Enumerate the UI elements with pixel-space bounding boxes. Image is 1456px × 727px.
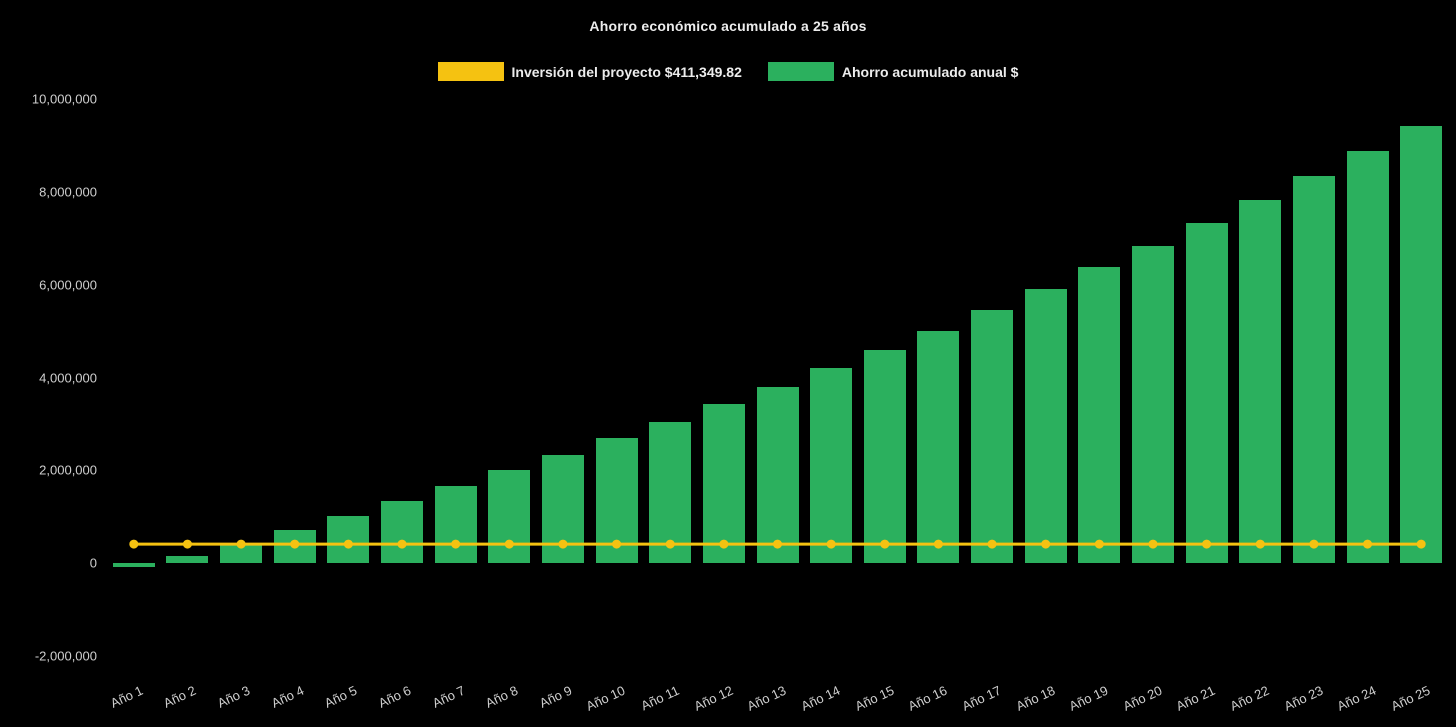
legend-item-inversion[interactable]: Inversión del proyecto $411,349.82	[437, 62, 742, 81]
y-axis-tick-label: 2,000,000	[39, 462, 97, 478]
x-axis-tick-label: Año 24	[1335, 682, 1379, 714]
x-axis-tick-label: Año 5	[322, 682, 360, 711]
bar-año-8[interactable]	[488, 470, 531, 564]
legend-label-inversion: Inversión del proyecto $411,349.82	[511, 63, 742, 80]
bar-año-16[interactable]	[917, 330, 960, 564]
x-axis-tick-label: Año 12	[691, 682, 736, 714]
bar-año-13[interactable]	[756, 386, 799, 564]
x-axis-tick-label: Año 22	[1227, 682, 1272, 714]
bar-año-15[interactable]	[863, 349, 906, 564]
bar-año-21[interactable]	[1185, 222, 1228, 564]
bar-año-23[interactable]	[1292, 176, 1335, 564]
y-axis-tick-label: 6,000,000	[39, 277, 97, 293]
y-axis-tick-label: 10,000,000	[31, 91, 97, 107]
bar-año-14[interactable]	[810, 368, 853, 564]
x-axis-tick-label: Año 10	[584, 682, 628, 714]
x-axis-tick-label: Año 7	[429, 682, 467, 711]
bar-año-22[interactable]	[1239, 199, 1282, 564]
x-axis-tick-label: Año 4	[268, 682, 306, 711]
legend-item-ahorro[interactable]: Ahorro acumulado anual $	[767, 62, 1019, 81]
x-axis-tick-label: Año 21	[1174, 682, 1218, 714]
legend-swatch-inversion-icon	[437, 62, 504, 81]
y-axis-tick-label: 4,000,000	[39, 370, 97, 385]
bar-año-12[interactable]	[702, 404, 745, 564]
bar-año-4[interactable]	[273, 530, 316, 564]
x-axis-tick-label: Año 2	[161, 682, 199, 711]
bar-año-3[interactable]	[220, 543, 263, 564]
x-axis-tick-label: Año 18	[1013, 682, 1057, 714]
bar-año-10[interactable]	[595, 438, 638, 564]
bar-año-1[interactable]	[112, 563, 155, 567]
y-axis-tick-label: 0	[89, 555, 97, 571]
bar-año-11[interactable]	[649, 422, 692, 564]
bar-año-18[interactable]	[1024, 289, 1067, 564]
x-axis-tick-label: Año 25	[1388, 682, 1433, 714]
x-axis-tick-label: Año 9	[536, 682, 575, 711]
bar-año-9[interactable]	[541, 455, 584, 564]
bar-año-19[interactable]	[1078, 267, 1121, 564]
x-axis-tick-label: Año 17	[959, 682, 1004, 714]
x-axis-tick-label: Año 19	[1066, 682, 1111, 714]
y-axis-tick-label: 8,000,000	[39, 184, 97, 200]
x-axis-tick-label: Año 6	[376, 682, 414, 711]
chart-legend: Inversión del proyecto $411,349.82 Ahorr…	[0, 62, 1456, 81]
investment-point[interactable]	[182, 539, 192, 549]
chart-title: Ahorro económico acumulado a 25 años	[589, 18, 867, 34]
x-axis-tick-label: Año 13	[744, 682, 789, 714]
x-axis-tick-label: Año 11	[638, 682, 682, 714]
bar-año-17[interactable]	[971, 309, 1014, 564]
bar-año-7[interactable]	[434, 486, 477, 564]
bar-año-2[interactable]	[166, 556, 209, 564]
x-axis-tick-label: Año 15	[852, 682, 896, 714]
legend-label-ahorro: Ahorro acumulado anual $	[841, 63, 1019, 80]
x-axis-tick-label: Año 3	[215, 682, 253, 711]
bar-año-6[interactable]	[381, 500, 424, 564]
x-axis-tick-label: Año 23	[1281, 682, 1326, 714]
x-axis-tick-label: Año 8	[483, 682, 521, 711]
x-axis-tick-label: Año 20	[1120, 682, 1165, 714]
y-axis-tick-label: -2,000,000	[34, 648, 97, 664]
x-axis-tick-label: Año 14	[798, 682, 843, 714]
bar-año-24[interactable]	[1346, 151, 1389, 564]
bar-año-5[interactable]	[327, 516, 370, 564]
x-axis-tick-label: Año 16	[905, 682, 950, 714]
investment-point[interactable]	[129, 539, 139, 549]
bar-año-20[interactable]	[1131, 245, 1174, 564]
x-axis-tick-label: Año 1	[107, 682, 145, 711]
bar-año-25[interactable]	[1400, 125, 1443, 564]
legend-swatch-ahorro-icon	[767, 62, 834, 81]
